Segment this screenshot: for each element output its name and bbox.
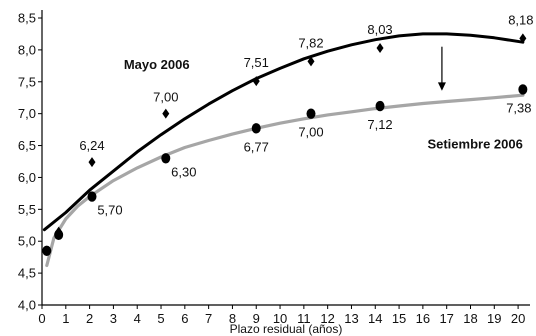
x-tick-label: 12 [320,311,334,326]
y-tick-label: 5,0 [18,234,36,249]
y-tick-label: 5,5 [18,202,36,217]
setiembre-2006-point [161,153,171,164]
setiembre-2006-curve [45,93,525,268]
x-axis-title: Plazo residual (años) [230,322,343,336]
x-tick-label: 0 [38,311,45,326]
mayo-2006-series-label: Mayo 2006 [124,57,190,72]
mayo-2006-data-label: 8,03 [367,22,392,37]
mayo-2006-point [162,108,170,119]
x-tick-label: 16 [416,311,430,326]
mayo-2006-point [376,42,384,53]
y-tick-label: 4,0 [18,298,36,313]
setiembre-2006-point [42,245,52,256]
series-markers [42,33,528,256]
y-tick-label: 4,5 [18,266,36,281]
setiembre-2006-point [251,123,261,134]
setiembre-2006-point [375,100,385,112]
setiembre-2006-point [306,108,316,119]
arrow-head [437,82,446,91]
y-tick-label: 7,0 [18,106,36,121]
x-tick-label: 4 [134,311,141,326]
mayo-2006-point [88,157,96,168]
mayo-2006-data-label: 8,18 [508,12,533,27]
x-tick-label: 18 [463,311,477,326]
x-tick-label: 20 [511,311,525,326]
setiembre-2006-data-label: 7,38 [506,100,531,115]
mayo-2006-data-label: 7,82 [298,35,323,50]
annotation-arrow [437,46,446,91]
mayo-2006-data-label: 7,00 [153,90,178,105]
x-tick-label: 19 [487,311,501,326]
x-tick-label: 17 [439,311,453,326]
setiembre-2006-point [518,84,528,95]
y-tick-label: 6,0 [18,170,36,185]
y-tick-label: 8,5 [18,11,36,26]
setiembre-2006-data-label: 7,00 [298,125,323,140]
mayo-2006-curve [42,32,525,232]
x-tick-label: 9 [253,311,260,326]
setiembre-2006-data-label: 6,30 [171,164,196,179]
mayo-2006-data-label: 7,51 [244,55,269,70]
mayo-2006-point [519,33,527,44]
y-tick-label: 8,0 [18,42,36,57]
y-tick-label: 6,5 [18,138,36,153]
mayo-2006-point [252,76,260,87]
x-tick-label: 3 [110,311,117,326]
setiembre-2006-point [87,191,97,202]
x-tick-label: 5 [157,311,164,326]
setiembre-2006-data-label: 5,70 [97,203,122,218]
x-tick-label: 13 [344,311,358,326]
x-tick-label: 1 [62,311,69,326]
x-tick-label: 2 [86,311,93,326]
x-tick-label: 6 [181,311,188,326]
mayo-2006-data-label: 6,24 [79,138,104,153]
x-tick-label: 14 [368,311,382,326]
x-tick-label: 10 [273,311,287,326]
setiembre-2006-point [54,229,64,241]
setiembre-2006-data-label: 6,77 [244,139,269,154]
axes: 4,04,55,05,56,06,57,07,58,08,50 1 2 3 4 5 6 7 8 9… [18,10,530,326]
setiembre-2006-data-label: 7,12 [367,117,392,132]
x-tick-label: 11 [297,311,311,326]
y-tick-label: 7,5 [18,74,36,89]
mayo-2006-point [307,56,315,67]
x-tick-label: 7 [205,311,212,326]
x-tick-label: 15 [392,311,406,326]
data-labels: 6,24 7,00 7,51 7,82 8,03 8,18 5,70 6,30 6,77 7,00… [79,12,533,217]
setiembre-2006-series-label: Setiembre 2006 [427,137,522,152]
x-tick-label: 8 [229,311,236,326]
